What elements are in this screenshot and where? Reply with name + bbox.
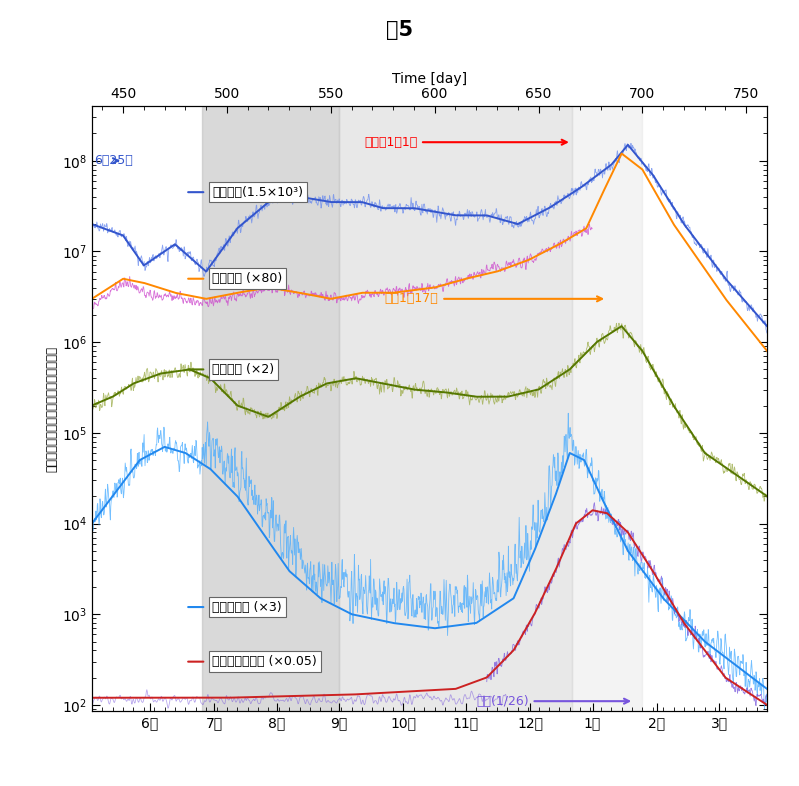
Y-axis label: 日毎の新規陽性率数（予測線とデータ）: 日毎の新規陽性率数（予測線とデータ） <box>46 346 59 472</box>
Text: 6月25日: 6月25日 <box>94 154 133 167</box>
Text: 現在(1/26): 現在(1/26) <box>476 695 629 707</box>
X-axis label: Time [day]: Time [day] <box>392 72 467 86</box>
Bar <box>202 106 339 711</box>
Bar <box>572 106 642 711</box>
Text: 南アフリカ (×3): 南アフリカ (×3) <box>213 601 282 614</box>
Text: トルコ　(1.5×10³): トルコ (1.5×10³) <box>213 185 304 199</box>
Text: イギリス (×80): イギリス (×80) <box>213 272 283 285</box>
Text: アメリカ (×2): アメリカ (×2) <box>213 363 275 376</box>
Text: 修正1月17日: 修正1月17日 <box>385 292 602 305</box>
Bar <box>339 106 572 711</box>
Text: 図5: 図5 <box>386 20 413 39</box>
Text: 予測日1月1日: 予測日1月1日 <box>364 136 566 149</box>
Text: オーストラリア (×0.05): オーストラリア (×0.05) <box>213 656 317 668</box>
